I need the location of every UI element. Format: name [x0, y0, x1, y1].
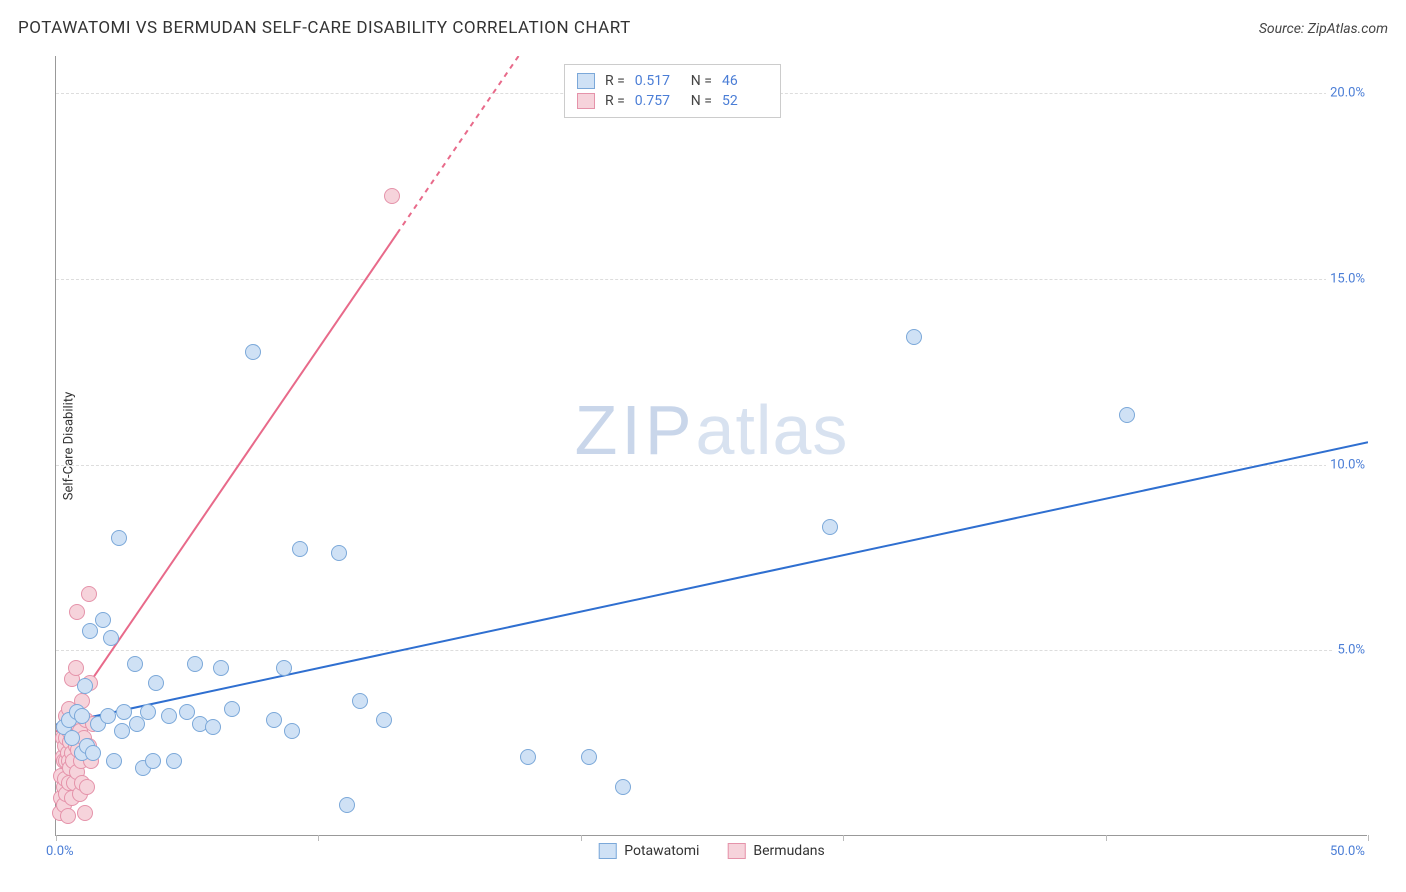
data-point — [68, 660, 84, 676]
legend-swatch — [727, 843, 745, 859]
legend-item: Potawatomi — [598, 843, 699, 859]
watermark-zip: ZIP — [575, 391, 696, 469]
x-tick — [318, 835, 319, 841]
n-value: 52 — [722, 93, 768, 109]
legend-item: Bermudans — [727, 843, 824, 859]
data-point — [822, 519, 838, 535]
r-value: 0.757 — [635, 93, 681, 109]
plot-area: ZIPatlas 5.0%10.0%15.0%20.0%0.0%50.0%R =… — [55, 56, 1367, 836]
y-tick-label: 5.0% — [1333, 643, 1369, 658]
source-prefix: Source: — [1259, 21, 1308, 37]
legend-swatch — [577, 93, 595, 109]
data-point — [284, 723, 300, 739]
chart-title: POTAWATOMI VS BERMUDAN SELF-CARE DISABIL… — [18, 18, 631, 38]
y-tick-label: 20.0% — [1326, 86, 1369, 101]
trendline-bermudans-dashed — [397, 56, 541, 233]
chart-area: Self-Care Disability ZIPatlas 5.0%10.0%1… — [55, 56, 1395, 836]
data-point — [166, 753, 182, 769]
data-point — [140, 704, 156, 720]
legend-label: Bermudans — [753, 843, 824, 859]
data-point — [292, 541, 308, 557]
gridline — [56, 279, 1367, 280]
data-point — [581, 749, 597, 765]
data-point — [906, 329, 922, 345]
r-value: 0.517 — [635, 73, 681, 89]
y-tick-label: 15.0% — [1326, 271, 1369, 286]
data-point — [205, 719, 221, 735]
x-tick — [56, 835, 57, 841]
watermark-atlas: atlas — [696, 391, 849, 469]
data-point — [615, 779, 631, 795]
x-tick-label: 50.0% — [1330, 844, 1365, 859]
series-legend: Potawatomi Bermudans — [598, 843, 825, 859]
stats-legend: R = 0.517 N = 46 R = 0.757 N = 52 — [564, 64, 781, 118]
source-name: ZipAtlas.com — [1308, 21, 1388, 37]
data-point — [187, 656, 203, 672]
x-tick — [843, 835, 844, 841]
data-point — [161, 708, 177, 724]
r-label: R = — [605, 93, 625, 109]
trendline-potawatomi — [56, 442, 1368, 724]
data-point — [111, 530, 127, 546]
r-label: R = — [605, 73, 625, 89]
legend-swatch — [598, 843, 616, 859]
data-point — [77, 805, 93, 821]
gridline — [56, 465, 1367, 466]
data-point — [81, 586, 97, 602]
data-point — [384, 188, 400, 204]
data-point — [266, 712, 282, 728]
data-point — [339, 797, 355, 813]
data-point — [74, 708, 90, 724]
x-tick — [1106, 835, 1107, 841]
data-point — [352, 693, 368, 709]
data-point — [95, 612, 111, 628]
data-point — [100, 708, 116, 724]
chart-header: POTAWATOMI VS BERMUDAN SELF-CARE DISABIL… — [18, 18, 1388, 38]
stats-legend-row: R = 0.517 N = 46 — [577, 71, 768, 91]
data-point — [376, 712, 392, 728]
data-point — [82, 623, 98, 639]
gridline — [56, 650, 1367, 651]
data-point — [245, 344, 261, 360]
regression-lines — [56, 56, 1368, 836]
data-point — [60, 808, 76, 824]
source-attribution: Source: ZipAtlas.com — [1259, 21, 1388, 37]
data-point — [106, 753, 122, 769]
n-label: N = — [691, 93, 712, 109]
data-point — [148, 675, 164, 691]
data-point — [331, 545, 347, 561]
data-point — [85, 745, 101, 761]
watermark: ZIPatlas — [575, 390, 849, 470]
data-point — [127, 656, 143, 672]
data-point — [79, 779, 95, 795]
x-tick — [581, 835, 582, 841]
n-value: 46 — [722, 73, 768, 89]
y-tick-label: 10.0% — [1326, 457, 1369, 472]
data-point — [69, 604, 85, 620]
data-point — [77, 678, 93, 694]
data-point — [224, 701, 240, 717]
n-label: N = — [691, 73, 712, 89]
stats-legend-row: R = 0.757 N = 52 — [577, 91, 768, 111]
data-point — [64, 730, 80, 746]
legend-swatch — [577, 73, 595, 89]
data-point — [213, 660, 229, 676]
data-point — [145, 753, 161, 769]
data-point — [520, 749, 536, 765]
data-point — [1119, 407, 1135, 423]
data-point — [276, 660, 292, 676]
legend-label: Potawatomi — [624, 843, 699, 859]
x-tick — [1368, 835, 1369, 841]
x-tick-label: 0.0% — [46, 844, 74, 859]
data-point — [103, 630, 119, 646]
data-point — [114, 723, 130, 739]
trendline-bermudans — [56, 233, 397, 732]
